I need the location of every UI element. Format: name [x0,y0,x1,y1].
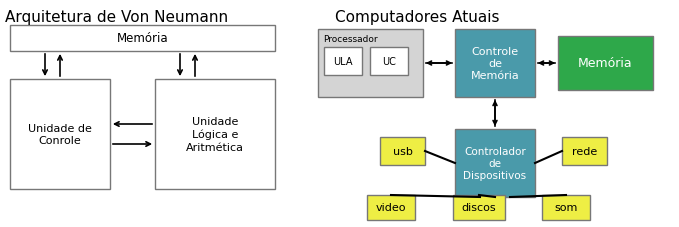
Text: Memória: Memória [579,57,633,70]
Bar [455,30,535,98]
Text: som: som [554,203,578,212]
Text: Memória: Memória [117,32,168,45]
Bar [10,80,110,189]
Bar [558,37,653,91]
Text: video: video [375,203,406,212]
Text: Unidade
Lógica e
Aritmética: Unidade Lógica e Aritmética [186,117,244,152]
Text: ULA: ULA [333,57,353,67]
Bar [155,80,275,189]
Bar [324,48,362,76]
Text: rede: rede [572,146,597,156]
Bar [370,48,408,76]
Text: Unidade de
Conrole: Unidade de Conrole [28,123,92,146]
Bar [318,30,423,98]
Bar [453,195,505,220]
Text: usb: usb [392,146,412,156]
Text: Arquitetura de Von Neumann: Arquitetura de Von Neumann [5,10,228,25]
Text: Computadores Atuais: Computadores Atuais [335,10,500,25]
Bar [562,137,607,165]
Bar [455,129,535,197]
Bar [380,137,425,165]
Bar [367,195,415,220]
Bar [542,195,590,220]
Text: Controlador
de
Dispositivos: Controlador de Dispositivos [464,146,526,181]
Text: discos: discos [462,203,496,212]
Text: Processador: Processador [323,35,378,44]
Bar [10,26,275,52]
Text: Controle
de
Memória: Controle de Memória [471,46,519,81]
Text: UC: UC [382,57,396,67]
